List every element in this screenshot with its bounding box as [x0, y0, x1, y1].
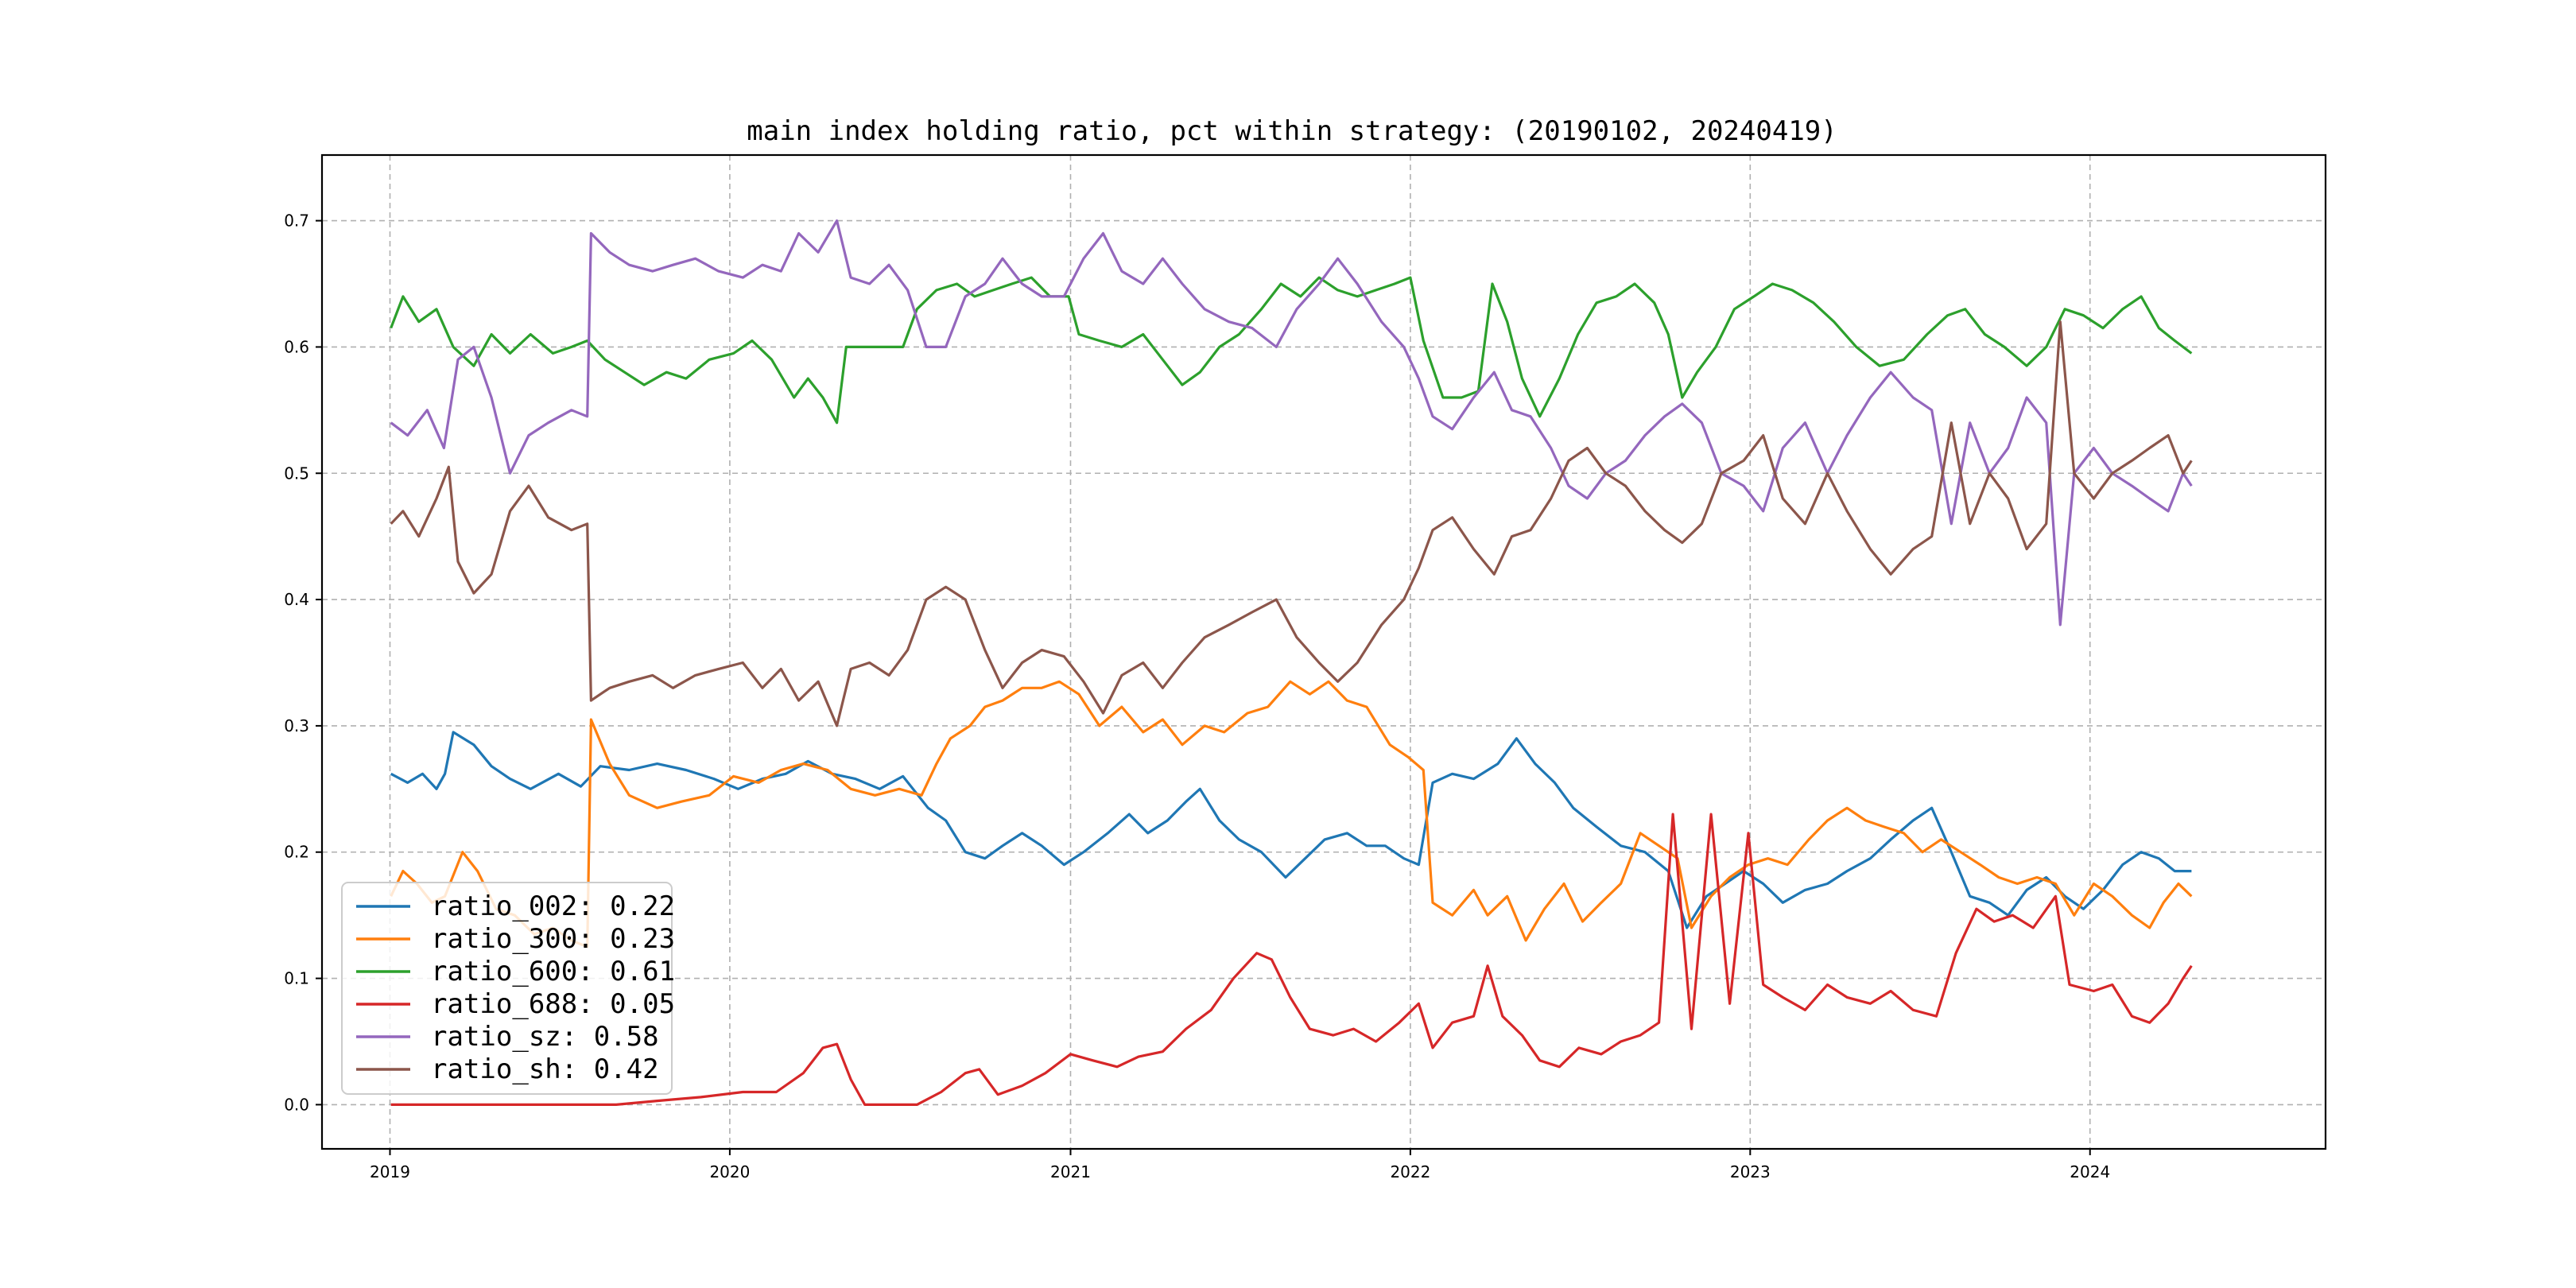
series-line-ratio-sz: [390, 219, 2193, 627]
y-tick-label: 0.3: [284, 716, 309, 735]
legend-label-ratio-688: ratio_688: 0.05: [431, 988, 675, 1020]
axis-ticks: 2019 2020 2021 2022 2023 2024 0.0 0.1 0.2 0.3 0.4 0…: [284, 211, 2110, 1181]
series-line-ratio-300: [390, 680, 2193, 949]
x-tick-label: 2024: [2070, 1162, 2110, 1181]
x-tick-label: 2021: [1050, 1162, 1091, 1181]
x-tick-label: 2022: [1390, 1162, 1430, 1181]
x-tick-label: 2019: [370, 1162, 410, 1181]
series-group: [390, 219, 2193, 1106]
legend-label-ratio-300: ratio_300: 0.23: [431, 923, 675, 955]
series-line-ratio-002: [390, 731, 2192, 929]
grid: [322, 155, 2326, 1149]
legend-label-ratio-002: ratio_002: 0.22: [431, 890, 675, 922]
y-tick-label: 0.6: [284, 337, 309, 356]
series-line-ratio-600: [390, 276, 2193, 425]
legend-label-ratio-sz: ratio_sz: 0.58: [431, 1021, 659, 1053]
legend-box: [341, 882, 673, 1095]
y-tick-label: 0.1: [284, 969, 309, 988]
y-tick-label: 0.7: [284, 211, 309, 231]
legend-label-ratio-sh: ratio_sh: 0.42: [431, 1053, 659, 1085]
x-tick-label: 2023: [1730, 1162, 1771, 1181]
y-tick-label: 0.5: [284, 464, 309, 483]
series-line-ratio-sh: [390, 320, 2193, 727]
series-line-ratio-688: [390, 813, 2193, 1106]
y-tick-label: 0.2: [284, 843, 309, 862]
chart-title: main index holding ratio, pct within str…: [747, 115, 1837, 147]
legend-label-ratio-600: ratio_600: 0.61: [431, 956, 675, 987]
y-tick-label: 0.0: [284, 1095, 309, 1114]
plot-area-frame: [320, 153, 2327, 1150]
x-tick-label: 2020: [709, 1162, 750, 1181]
y-tick-label: 0.4: [284, 590, 309, 609]
